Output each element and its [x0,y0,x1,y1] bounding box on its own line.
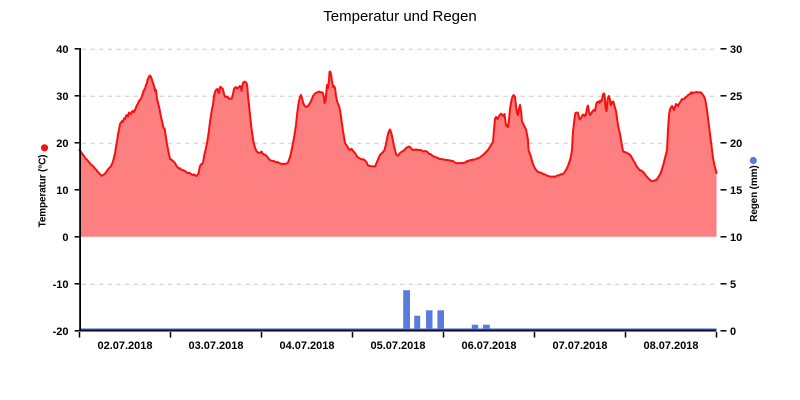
svg-text:30: 30 [56,91,68,103]
svg-text:20: 20 [730,138,742,150]
svg-text:Temperatur (°C): Temperatur (°C) [38,155,49,228]
svg-text:-20: -20 [53,326,69,338]
svg-text:10: 10 [56,185,68,197]
svg-text:0: 0 [730,326,736,338]
svg-text:05.07.2018: 05.07.2018 [370,340,425,352]
svg-text:Regen (mm): Regen (mm) [749,165,760,221]
svg-text:02.07.2018: 02.07.2018 [97,340,152,352]
svg-text:15: 15 [730,185,742,197]
svg-text:06.07.2018: 06.07.2018 [461,340,516,352]
svg-text:08.07.2018: 08.07.2018 [643,340,698,352]
svg-text:03.07.2018: 03.07.2018 [188,340,243,352]
svg-text:0: 0 [62,232,68,244]
svg-text:20: 20 [56,138,68,150]
svg-text:10: 10 [730,232,742,244]
svg-text:-10: -10 [53,279,69,291]
svg-text:04.07.2018: 04.07.2018 [279,340,334,352]
svg-text:40: 40 [56,44,68,56]
svg-text:5: 5 [730,279,736,291]
svg-text:30: 30 [730,44,742,56]
svg-text:07.07.2018: 07.07.2018 [552,340,607,352]
svg-text:25: 25 [730,91,742,103]
svg-text:Temperatur und Regen: Temperatur und Regen [323,8,476,25]
